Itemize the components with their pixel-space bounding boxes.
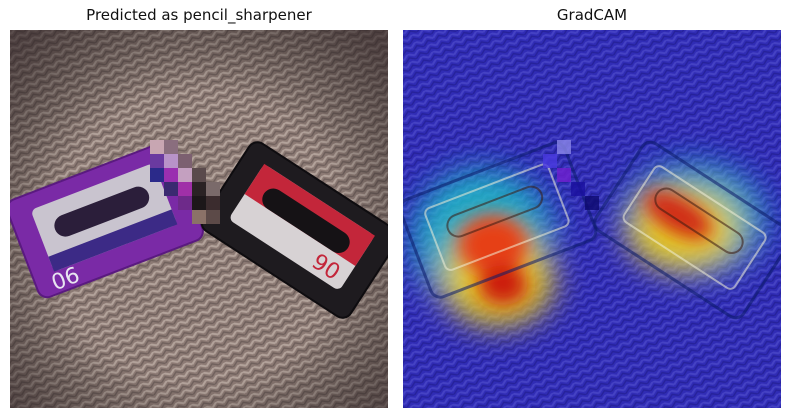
original-photo: 90 90 bbox=[10, 30, 388, 408]
black-cassette: 90 bbox=[200, 141, 388, 319]
left-panel-title: Predicted as pencil_sharpener bbox=[86, 6, 312, 24]
gradcam-overlay bbox=[403, 30, 781, 408]
right-panel-title: GradCAM bbox=[556, 6, 628, 24]
pixelated-patch bbox=[150, 140, 220, 224]
